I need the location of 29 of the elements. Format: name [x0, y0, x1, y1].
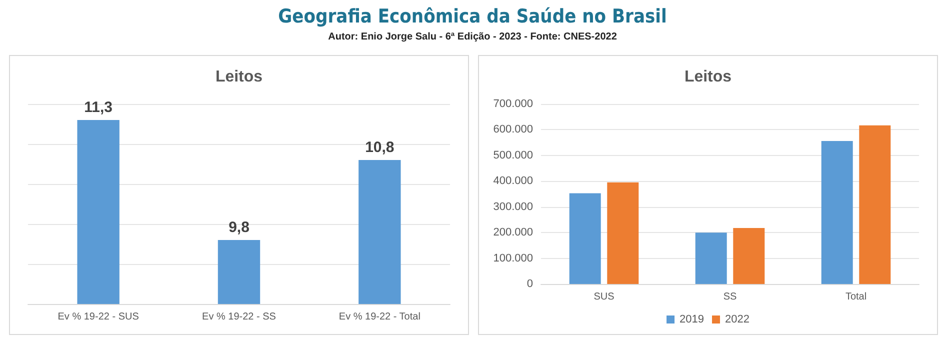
text: Autor: Enio Jorge Salu - 6ª Edição - 2023 - Fonte: CNES-2022	[328, 32, 618, 42]
x-tick-label: Ev % 19-22 - Total	[338, 312, 420, 322]
legend-label: 2019	[680, 314, 704, 326]
x-tick-label: Ev % 19-22 - SS	[202, 312, 276, 322]
x-tick-label: SS	[723, 292, 737, 302]
chart-title: Leitos	[684, 68, 732, 86]
y-tick-label: 300.000	[493, 200, 533, 213]
y-tick-label: 600.000	[493, 124, 533, 136]
x-tick-label: Total	[845, 292, 867, 302]
legend-label: 2022	[725, 314, 750, 326]
data-label: 9,8	[228, 219, 250, 236]
bar	[607, 182, 639, 284]
chart-title: Leitos	[215, 68, 263, 86]
bar	[569, 193, 601, 284]
y-tick-label: 200.000	[493, 226, 533, 239]
y-tick-label: 0	[526, 278, 533, 290]
text: Geografia Econômica da Saúde no Brasil	[278, 6, 667, 28]
y-tick-label: 700.000	[493, 98, 533, 110]
x-tick-label: Ev % 19-22 - SUS	[58, 312, 140, 322]
bar	[733, 228, 765, 284]
y-tick-label: 400.000	[493, 175, 533, 188]
bar	[821, 141, 853, 284]
y-tick-label: 500.000	[493, 149, 533, 162]
bar	[859, 125, 891, 284]
bar	[695, 232, 727, 284]
y-tick-label: 100.000	[493, 252, 533, 264]
data-label: 10,8	[365, 139, 394, 156]
data-label: 11,3	[84, 99, 113, 116]
x-tick-label: SUS	[594, 292, 615, 302]
